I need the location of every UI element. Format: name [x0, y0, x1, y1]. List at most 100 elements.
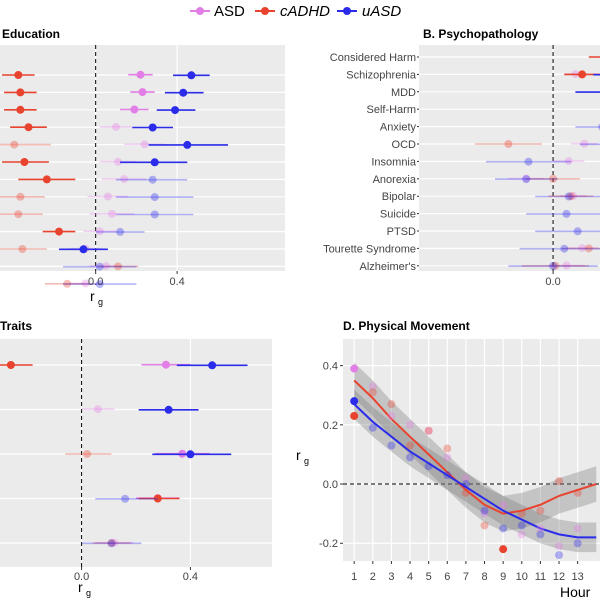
point-uasd: [424, 462, 433, 471]
point-asd: [107, 209, 116, 218]
point-asd: [138, 88, 147, 97]
point-asd: [564, 157, 573, 166]
point-uasd: [116, 227, 125, 236]
panel-b-title: B. Psychopathology: [423, 27, 539, 41]
point-asd: [555, 542, 564, 551]
point-asd: [580, 139, 589, 148]
category-label: Insomnia: [371, 156, 417, 168]
point-asd: [578, 244, 587, 253]
point-cadhd: [424, 426, 433, 435]
smooth-line-uasd: [353, 403, 597, 539]
point-asd: [573, 524, 582, 533]
panel-b-background: [419, 45, 600, 271]
point-asd: [406, 420, 415, 429]
point-cadhd: [63, 279, 72, 288]
panel-d-ylabel: r: [296, 447, 301, 463]
x-tick-label: 6: [444, 571, 450, 583]
point-asd: [424, 426, 433, 435]
point-cadhd: [14, 210, 23, 219]
panel-c-background: [0, 339, 272, 567]
legend-entry-cadhd: cADHD: [255, 3, 330, 20]
point-cadhd: [480, 521, 489, 530]
point-cadhd: [578, 70, 587, 79]
y-tick-label: 0.2: [323, 420, 338, 432]
point-uasd: [171, 106, 180, 115]
x-tick-label: 4: [407, 571, 413, 583]
category-label: OCD: [392, 139, 417, 151]
point-asd: [569, 191, 578, 200]
point-uasd: [79, 245, 88, 254]
point-uasd: [406, 453, 415, 462]
point-asd: [517, 530, 526, 539]
x-tick-label: 9: [500, 571, 506, 583]
panel-c-traits: Traits 0.0 0.4 r g: [0, 319, 272, 598]
point-asd: [103, 192, 112, 201]
category-label: Tourette Syndrome: [323, 243, 416, 255]
y-tick-label: -0.2: [319, 538, 338, 550]
point-cadhd: [499, 545, 508, 554]
point-uasd: [562, 209, 571, 218]
point-asd: [120, 175, 129, 184]
legend-label-cadhd: cADHD: [280, 3, 330, 20]
point-asd: [130, 105, 139, 114]
point-cadhd: [16, 88, 25, 97]
point-uasd: [517, 521, 526, 530]
confidence-band-cadhd: [354, 362, 597, 532]
point-cadhd: [350, 411, 359, 420]
point-cadhd: [368, 388, 377, 397]
legend-label-uasd: uASD: [362, 3, 401, 20]
x-tick-label: 8: [481, 571, 487, 583]
panel-d-physical-movement: D. Physical Movement 1 2 3 4 5 6 7 8 9 10 11 12 13-0…: [296, 319, 600, 600]
point-uasd: [480, 506, 489, 515]
category-label: Considered Harm: [330, 52, 416, 64]
point-cadhd: [83, 450, 92, 458]
point-uasd: [186, 450, 195, 459]
point-cadhd: [517, 509, 526, 518]
point-cadhd: [6, 361, 15, 369]
panel-d-ylabel-sub: g: [304, 456, 309, 466]
point-uasd: [499, 524, 508, 533]
panel-a-xlabel: r: [90, 288, 95, 304]
x-tick-label: 7: [463, 571, 469, 583]
point-uasd: [387, 441, 396, 450]
point-cadhd: [20, 158, 29, 166]
x-tick-label: 12: [553, 571, 565, 583]
point-asd: [387, 411, 396, 420]
point-asd: [93, 405, 102, 414]
x-tick-label: 2: [370, 571, 376, 583]
point-cadhd: [406, 441, 415, 450]
point-cadhd: [55, 227, 64, 236]
point-cadhd: [114, 262, 123, 271]
point-asd: [140, 140, 149, 149]
point-cadhd: [551, 261, 560, 270]
panel-b-psychopathology: B. Psychopathology Considered Harm Schizo…: [323, 27, 600, 288]
x-tick-label: 5: [426, 571, 432, 583]
point-uasd: [522, 175, 531, 184]
legend-key-dot: [261, 7, 269, 15]
point-cadhd: [24, 123, 33, 132]
point-cadhd: [153, 494, 162, 503]
point-uasd: [183, 140, 192, 149]
point-asd: [562, 261, 571, 270]
x-tick-label: 13: [572, 571, 584, 583]
point-uasd: [187, 71, 196, 80]
point-cadhd: [549, 174, 558, 183]
category-label: Anxiety: [380, 122, 417, 134]
x-tick-label: 10: [516, 571, 528, 583]
legend-entry-asd: ASD: [190, 3, 245, 20]
point-uasd: [560, 244, 569, 253]
point-uasd: [148, 123, 157, 132]
point-asd: [81, 279, 90, 288]
point-cadhd: [573, 488, 582, 497]
point-uasd: [208, 361, 217, 370]
point-uasd: [536, 530, 545, 539]
point-uasd: [150, 158, 159, 167]
point-uasd: [150, 210, 159, 219]
point-cadhd: [16, 192, 25, 201]
point-asd: [443, 453, 452, 462]
point-cadhd: [584, 244, 593, 253]
y-tick-label: 0.0: [323, 479, 338, 491]
legend-entry-uasd: uASD: [337, 3, 401, 20]
panel-c-xlabel-sub: g: [86, 588, 91, 598]
category-label: Bipolar: [382, 191, 417, 203]
